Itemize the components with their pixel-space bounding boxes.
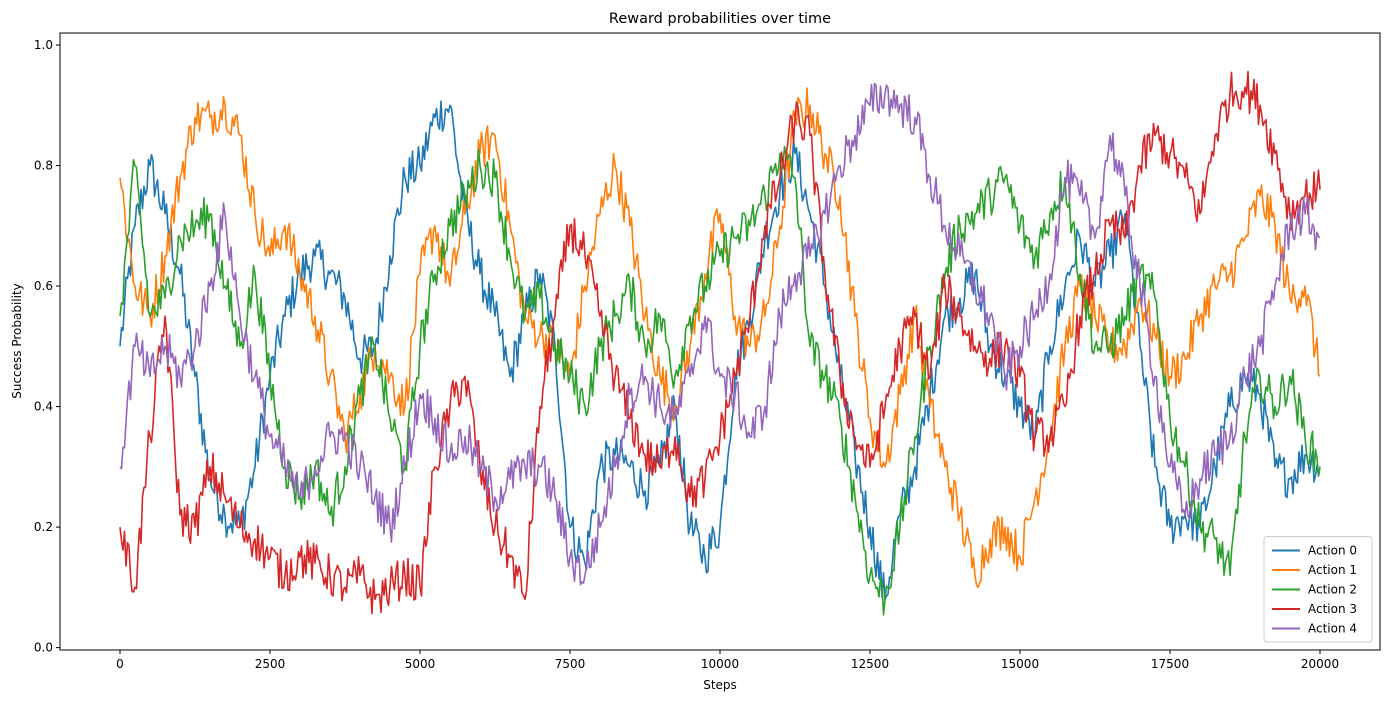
- x-tick-label: 17500: [1151, 657, 1189, 671]
- series-line-action-2: [119, 145, 1321, 616]
- y-axis: 0.0 0.2 0.4 0.6 0.8 1.0: [34, 38, 60, 655]
- series-line-action-4: [119, 82, 1321, 586]
- y-tick-label: 0.6: [34, 279, 53, 293]
- x-tick-label: 0: [116, 657, 124, 671]
- x-tick-label: 15000: [1001, 657, 1039, 671]
- y-tick-label: 0.2: [34, 520, 53, 534]
- x-axis-label: Steps: [703, 678, 737, 692]
- x-tick-label: 12500: [851, 657, 889, 671]
- legend-label-action-4: Action 4: [1308, 622, 1357, 636]
- x-tick-label: 7500: [555, 657, 586, 671]
- y-tick-label: 1.0: [34, 38, 53, 52]
- series-layer: [119, 70, 1321, 616]
- x-tick-label: 10000: [701, 657, 739, 671]
- y-tick-label: 0.8: [34, 159, 53, 173]
- legend-label-action-2: Action 2: [1308, 583, 1357, 597]
- y-tick-label: 0.0: [34, 641, 53, 655]
- legend: Action 0 Action 1 Action 2 Action 3 Action 4: [1263, 536, 1373, 643]
- series-line-action-3: [119, 70, 1321, 615]
- y-tick-label: 0.4: [34, 400, 53, 414]
- x-tick-label: 2500: [255, 657, 286, 671]
- x-axis: 0 2500 5000 7500 10000 12500 15000 17500 20000: [116, 650, 1339, 671]
- legend-label-action-0: Action 0: [1308, 544, 1357, 558]
- x-tick-label: 20000: [1301, 657, 1339, 671]
- legend-box: [1263, 536, 1373, 643]
- x-tick-label: 5000: [405, 657, 436, 671]
- y-axis-label: Success Probability: [10, 283, 24, 399]
- series-line-action-1: [119, 87, 1321, 589]
- series-line-action-0: [119, 100, 1321, 601]
- legend-label-action-3: Action 3: [1308, 602, 1357, 616]
- chart-title: Reward probabilities over time: [609, 11, 831, 27]
- legend-label-action-1: Action 1: [1308, 563, 1357, 577]
